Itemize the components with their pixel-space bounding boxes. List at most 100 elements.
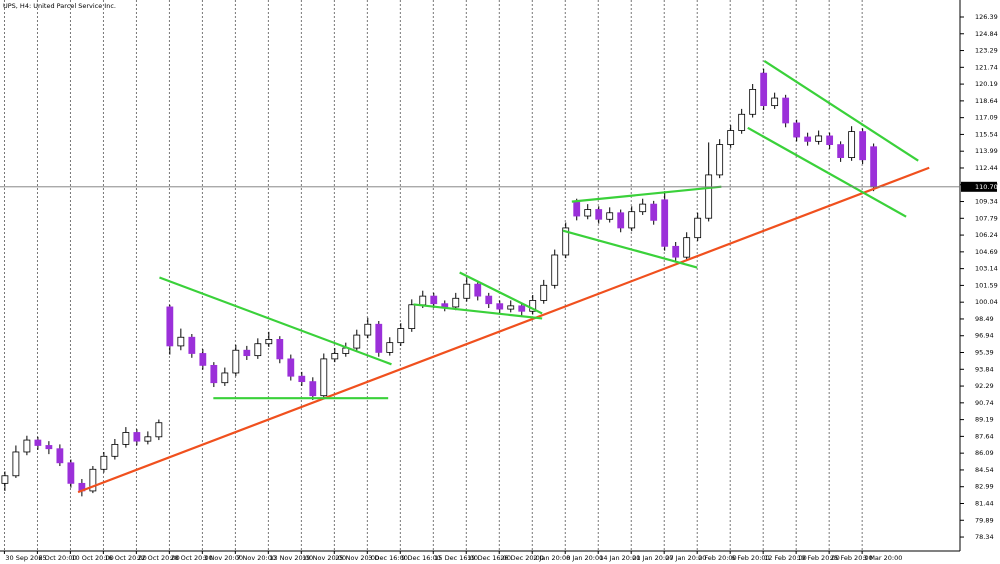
y-tick-label: 106.24 (975, 231, 998, 239)
candle-body (738, 113, 746, 131)
candle-body (122, 432, 130, 445)
y-tick-label: 100.04 (975, 298, 998, 306)
y-tick-label: 84.54 (975, 466, 994, 474)
candle-body (408, 304, 416, 329)
candle-body (760, 72, 768, 107)
candle-body (452, 297, 460, 308)
candle-body (144, 436, 152, 442)
trendline (77, 166, 930, 494)
candle-body (1, 475, 9, 484)
trendlines (77, 60, 930, 494)
candle-body (188, 336, 196, 354)
candles (1, 68, 878, 497)
candle-body (177, 336, 185, 347)
candle-body (254, 343, 262, 357)
trendline (763, 60, 919, 162)
candle-body (606, 212, 614, 220)
candle-body (243, 349, 251, 357)
candle-body (12, 451, 20, 477)
y-tick-label: 93.84 (975, 365, 994, 373)
x-tick-label: 3 Dec 16:00 (368, 554, 408, 562)
candle-body (155, 422, 163, 438)
x-tick-label: 19 Dec 16:00 (467, 554, 511, 562)
candle-body (826, 135, 834, 145)
candle-body (331, 353, 339, 360)
candle-body (870, 146, 878, 188)
candle-body (749, 88, 757, 115)
x-tick-label: 10 Oct 20:00 (71, 554, 113, 562)
candle-body (628, 211, 636, 229)
x-tick-label: 30 Sep 2025 (5, 554, 46, 562)
y-tick-label: 126.39 (975, 13, 998, 21)
candle-body (584, 209, 592, 217)
x-tick-label: 7 Nov 20:00 (236, 554, 276, 562)
candle-body (265, 339, 273, 345)
candle-body (232, 349, 240, 374)
candle-body (100, 455, 108, 470)
x-tick-label: 19 Nov 20:00 (302, 554, 346, 562)
candle-body (727, 130, 735, 145)
trendline (459, 271, 543, 315)
y-tick-label: 104.69 (975, 248, 998, 256)
candle-body (430, 295, 438, 305)
x-tick-label: 15 Dec 16:00 (434, 554, 478, 562)
candle-body (694, 217, 702, 239)
candle-body (540, 284, 548, 301)
candle-body (705, 174, 713, 219)
trendline (159, 276, 392, 366)
candle-body (683, 237, 691, 258)
candle-body (529, 300, 537, 312)
candle-body (507, 305, 515, 310)
candle-body (639, 203, 647, 213)
candle-body (518, 305, 526, 312)
candle-body (661, 199, 669, 247)
candle-body (89, 468, 97, 492)
trendline (571, 185, 722, 203)
y-tick-label: 98.49 (975, 315, 994, 323)
x-tick-label: 3 Nov 20:00 (203, 554, 243, 562)
y-tick-label: 112.44 (975, 164, 998, 172)
x-tick-label: 2 Feb 20:00 (698, 554, 737, 562)
candle-body (287, 358, 295, 377)
x-tick-label: 14 Jan 20:00 (599, 554, 640, 562)
candle-body (650, 203, 658, 221)
candle-body (298, 375, 306, 383)
candle-body (221, 372, 229, 384)
candle-body (34, 439, 42, 446)
candle-body (496, 303, 504, 310)
y-tick-label: 121.74 (975, 63, 998, 71)
trendline (747, 126, 907, 218)
candle-body (771, 97, 779, 107)
x-tick-label: 27 Jan 20:00 (665, 554, 706, 562)
x-tick-label: 13 Nov 20:00 (269, 554, 313, 562)
candle-body (804, 136, 812, 142)
candle-body (375, 323, 383, 353)
candle-body (793, 122, 801, 138)
y-tick-label: 107.79 (975, 214, 998, 222)
candle-body (595, 209, 603, 220)
x-tick-label: 8 Jan 20:00 (566, 554, 603, 562)
x-tick-label: 2 Jan 20:00 (533, 554, 570, 562)
chart-title: UPS, H4: United Parcel Service Inc. (3, 2, 116, 10)
y-tick-label: 109.34 (975, 198, 998, 206)
candle-body (716, 144, 724, 176)
candle-body (199, 353, 207, 366)
candle-body (848, 131, 856, 158)
candle-body (551, 254, 559, 286)
candle-body (67, 462, 75, 484)
y-tick-label: 101.59 (975, 281, 998, 289)
candle-body (276, 339, 284, 360)
y-tick-label: 115.54 (975, 130, 998, 138)
trendline (413, 303, 543, 320)
y-tick-label: 81.44 (975, 499, 994, 507)
x-tick-label: 25 Nov 20:00 (335, 554, 379, 562)
candle-body (45, 445, 53, 450)
y-tick-label: 78.34 (975, 533, 994, 541)
y-tick-label: 117.09 (975, 114, 998, 122)
y-tick-label: 82.99 (975, 483, 994, 491)
candle-body (815, 135, 823, 142)
y-tick-label: 89.19 (975, 416, 994, 424)
candle-body (353, 334, 361, 349)
